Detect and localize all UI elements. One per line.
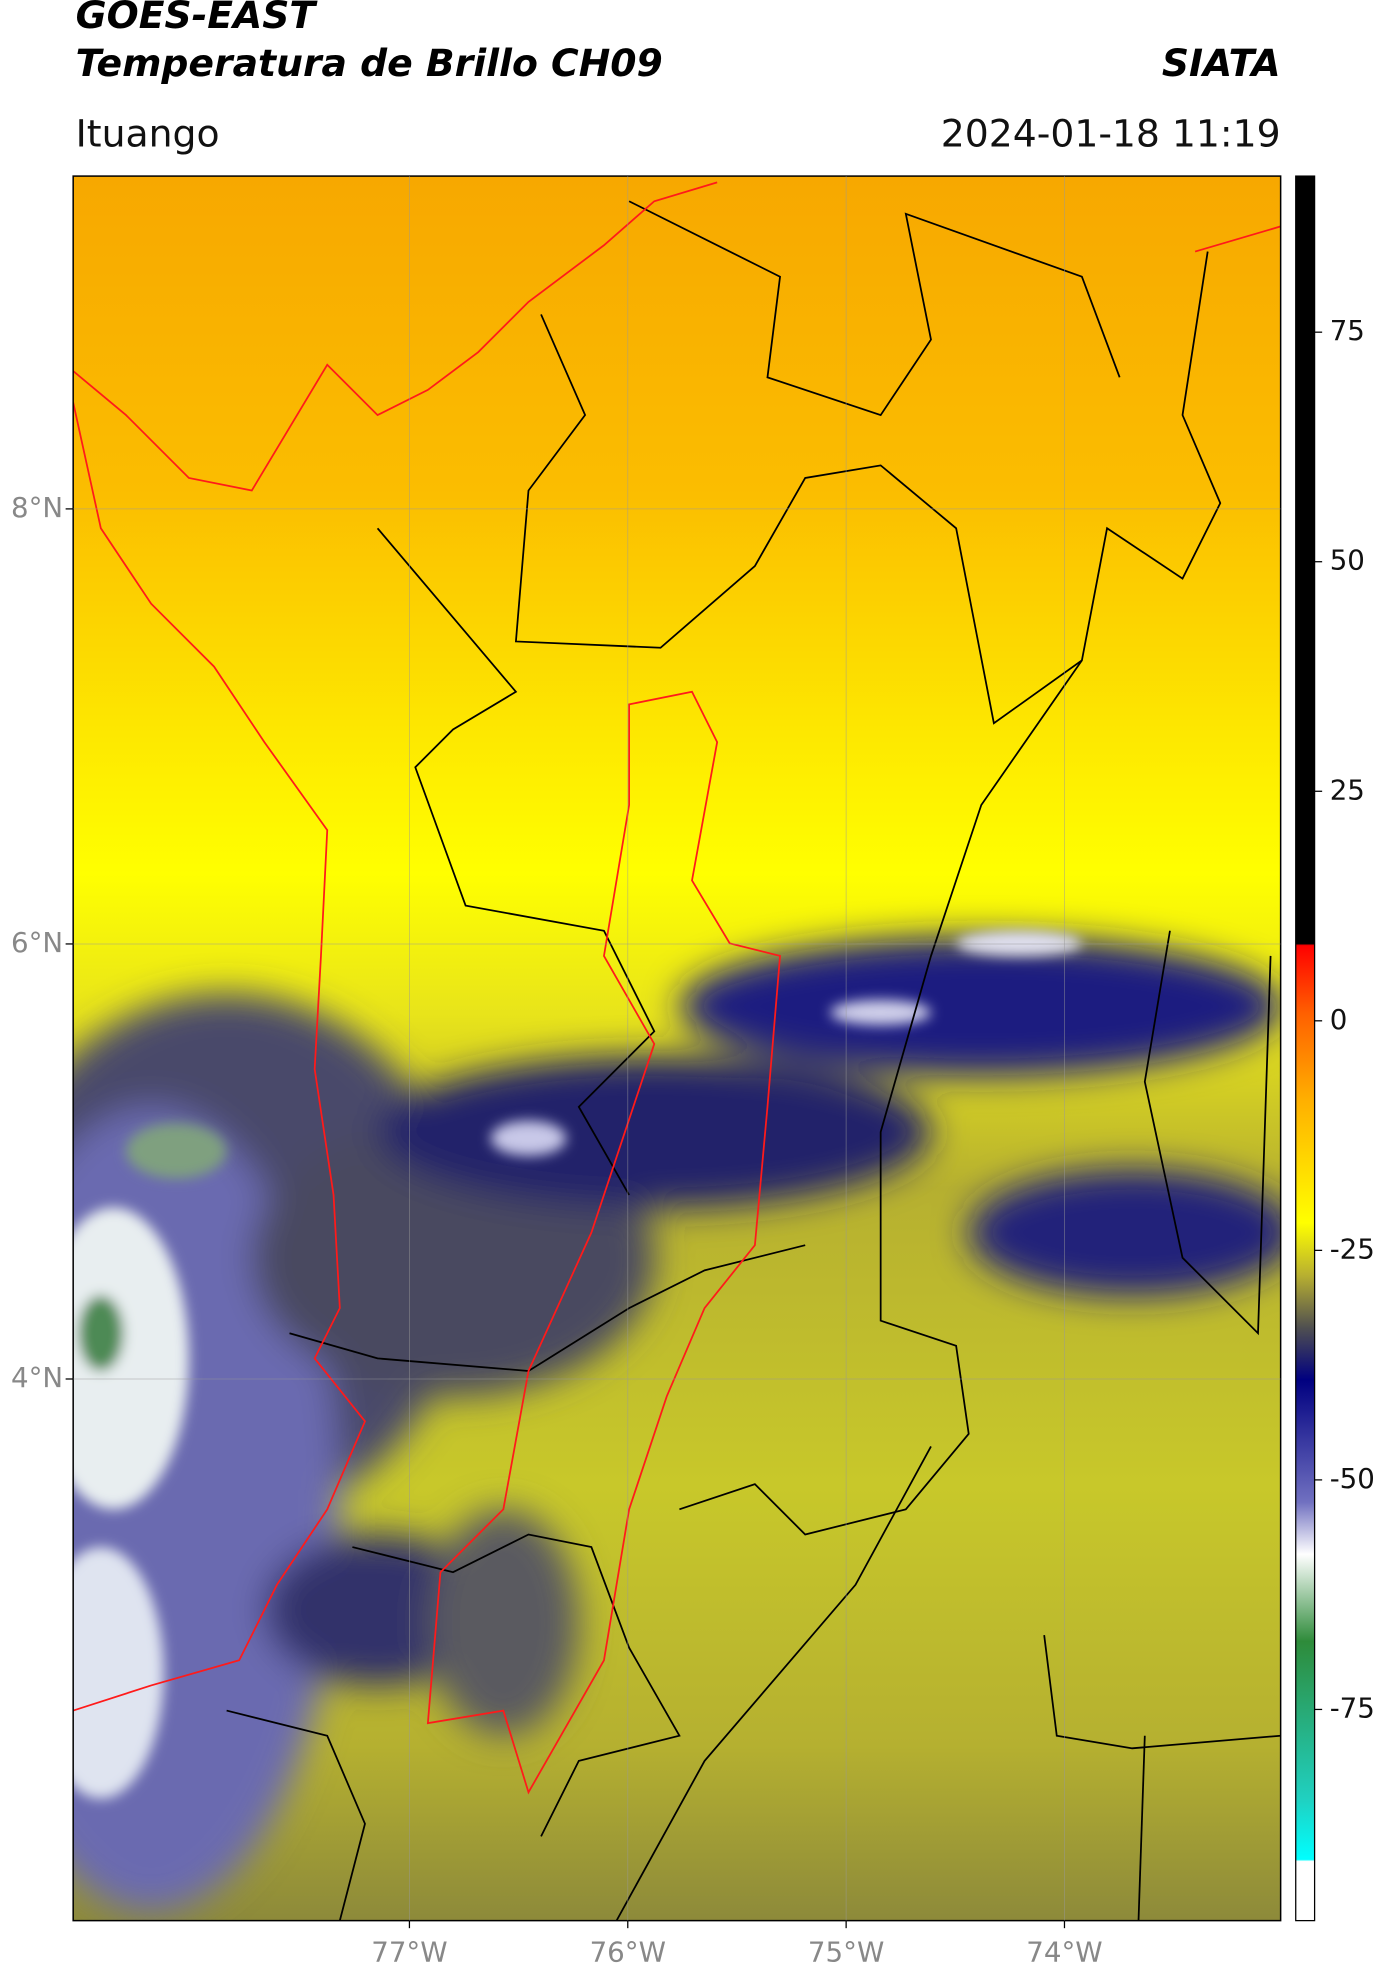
coast-and-basin: [73, 181, 1281, 1795]
location-label: Ituango: [76, 111, 220, 155]
lon-tick-label: 74°W: [1026, 1935, 1102, 1968]
colorbar-tick-label: 50: [1330, 544, 1365, 577]
cloud-tops: [73, 930, 1082, 1799]
colorbar-tick-label: -50: [1330, 1462, 1375, 1495]
timestamp-label: 2024-01-18 11:19: [941, 111, 1281, 155]
colorbar: [1295, 175, 1316, 1922]
lat-tick-label: 8°N: [11, 491, 63, 524]
colorbar-tick-label: 25: [1330, 773, 1365, 806]
lat-tick-label: 6°N: [11, 926, 63, 959]
lon-tick-label: 76°W: [590, 1935, 666, 1968]
colorbar-tick-label: 0: [1330, 1003, 1348, 1036]
product-title: Temperatura de Brillo CH09: [76, 41, 663, 85]
map-frame: [72, 175, 1282, 1922]
colorbar-tick-label: 75: [1330, 314, 1365, 347]
lon-tick-label: 77°W: [371, 1935, 447, 1968]
colorbar-tick-label: -25: [1330, 1232, 1375, 1265]
colorbar-tick-label: -75: [1330, 1691, 1375, 1724]
source-label: SIATA: [1162, 41, 1281, 85]
lon-tick-label: 75°W: [808, 1935, 884, 1968]
satellite-image: [73, 176, 1281, 1921]
satellite-title: GOES-EAST: [76, 0, 319, 37]
lat-tick-label: 4°N: [11, 1361, 63, 1394]
admin-borders: [226, 200, 1281, 1921]
